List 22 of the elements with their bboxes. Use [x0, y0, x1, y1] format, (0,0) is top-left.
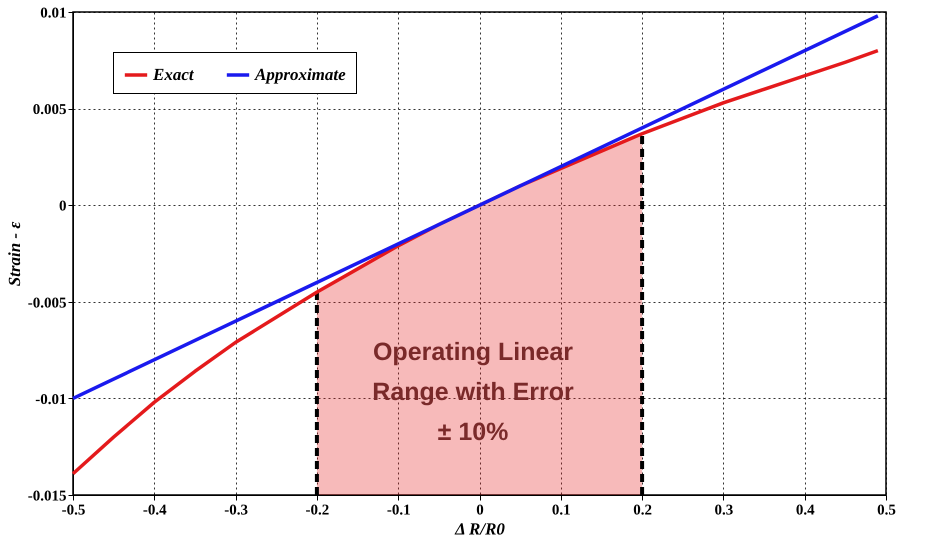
x-tick-label: -0.2 — [306, 502, 330, 518]
x-tick-label: 0.4 — [796, 502, 816, 518]
legend-label: Approximate — [254, 65, 346, 84]
y-tick-label: -0.015 — [28, 488, 66, 504]
x-tick-label: 0.5 — [877, 502, 896, 518]
x-tick-label: -0.4 — [142, 502, 168, 518]
y-tick-label: -0.005 — [28, 295, 66, 312]
x-tick-label: 0 — [476, 502, 484, 518]
annotation: Operating Linear Range with Error ± 10% — [372, 338, 574, 446]
x-tick-label: -0.3 — [224, 502, 248, 518]
y-tick-label: 0.005 — [32, 102, 66, 118]
y-tick-label: 0.01 — [40, 6, 66, 22]
x-tick-label: -0.5 — [62, 502, 86, 518]
x-tick-label: -0.1 — [386, 502, 411, 518]
x-axis-title: Δ R/R0 — [454, 520, 506, 538]
y-tick-label: 0 — [59, 198, 66, 215]
y-tick-label: -0.01 — [35, 392, 66, 408]
x-tick-label: 0.2 — [633, 502, 652, 518]
x-tick-label: 0.1 — [552, 502, 571, 518]
x-tick-label: 0.3 — [714, 502, 734, 518]
legend-label: Exact — [152, 65, 195, 84]
y-axis-title: Strain - ε — [4, 222, 24, 286]
